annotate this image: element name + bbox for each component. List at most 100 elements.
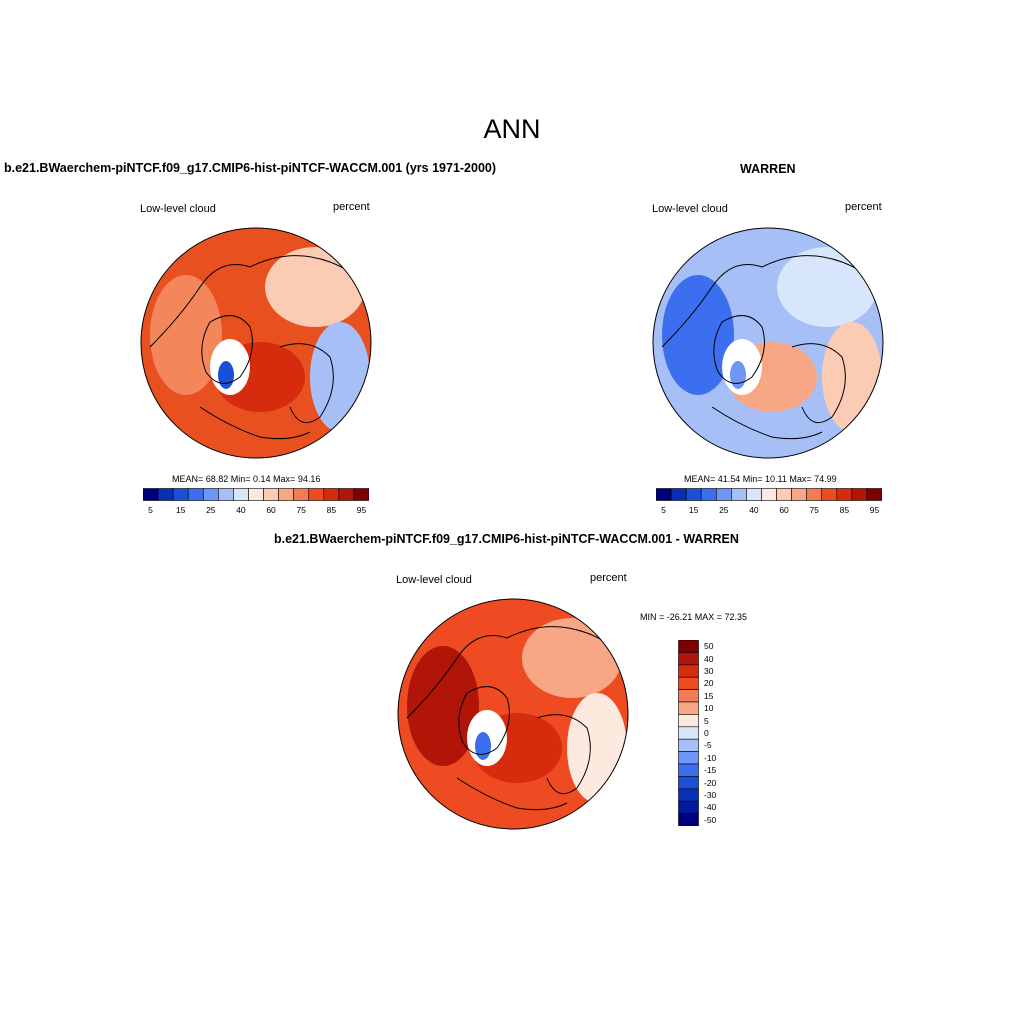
colorbar-diff-label: 30 bbox=[704, 666, 714, 676]
colorbar-model-swatch bbox=[187, 488, 204, 501]
colorbar-obs-swatch bbox=[731, 488, 747, 501]
colorbar-diff-label: 10 bbox=[704, 703, 714, 714]
polar-map-diff bbox=[397, 598, 629, 830]
colorbar-ticks-model: 5 15 25 40 60 75 85 95 bbox=[143, 505, 369, 517]
colorbar-diff-swatch bbox=[678, 788, 699, 802]
colorbar-obs-swatch bbox=[700, 488, 717, 501]
coastline bbox=[711, 406, 823, 440]
colorbar-diff-label: 0 bbox=[704, 728, 709, 738]
colorbar-diff-swatch bbox=[678, 676, 699, 690]
map-contour-region bbox=[150, 275, 222, 395]
colorbar-diff-label: -50 bbox=[704, 814, 717, 825]
colorbar-diff-label: 50 bbox=[704, 641, 714, 652]
colorbar-diff-label: 15 bbox=[704, 690, 714, 701]
stats-diff: MIN = -26.21 MAX = 72.35 bbox=[640, 612, 748, 622]
map-contour-region bbox=[218, 361, 234, 389]
polar-map-model bbox=[140, 227, 372, 459]
colorbar-ticks-obs: 5 15 25 40 60 75 85 95 bbox=[656, 505, 882, 517]
panel-title-obs: WARREN bbox=[740, 162, 796, 176]
colorbar-diff-swatch bbox=[678, 813, 699, 826]
colorbar-obs-tick-label: 95 bbox=[869, 505, 880, 515]
colorbar-diff-swatch bbox=[678, 800, 699, 814]
map-contour-region bbox=[265, 247, 365, 327]
coastline bbox=[456, 777, 568, 811]
coastline bbox=[791, 343, 846, 424]
colorbar-obs-swatch bbox=[656, 488, 672, 501]
colorbar-model-tick-label: 85 bbox=[326, 505, 337, 515]
colorbar-obs-swatch bbox=[821, 488, 838, 501]
colorbar-model-swatch bbox=[263, 488, 279, 501]
colorbar-model-tick-label: 40 bbox=[236, 505, 246, 515]
colorbar-obs-tick-label: 40 bbox=[749, 505, 759, 515]
colorbar-diff-label: -20 bbox=[704, 777, 717, 788]
map-contour-region bbox=[310, 322, 370, 432]
colorbar-diff-swatch bbox=[678, 751, 699, 765]
left-label-model: Low-level cloud bbox=[140, 203, 216, 215]
colorbar-obs-swatch bbox=[791, 488, 807, 501]
colorbar-obs-swatch bbox=[746, 488, 762, 501]
colorbar-model-tick-label: 75 bbox=[296, 505, 306, 515]
colorbar-diff-swatch bbox=[678, 664, 699, 678]
units-label-obs: percent bbox=[845, 201, 882, 213]
colorbar-obs-swatch bbox=[685, 488, 702, 501]
colorbar-model-swatch bbox=[202, 488, 219, 501]
colorbar-diff-swatch bbox=[678, 776, 699, 790]
colorbar-model-swatch bbox=[353, 488, 369, 501]
coastline bbox=[279, 343, 334, 424]
left-label-diff: Low-level cloud bbox=[396, 574, 472, 586]
map-contour-region bbox=[662, 275, 734, 395]
colorbar-obs-tick-label: 5 bbox=[661, 505, 666, 515]
units-label-diff: percent bbox=[590, 572, 627, 584]
colorbar-labels-diff: 50 40 30 20 15 10 5 0 -5 -10 -15 -20 -30 -40 -50 bbox=[704, 640, 734, 830]
colorbar-obs-swatch bbox=[670, 488, 687, 501]
colorbar-obs-tick-label: 25 bbox=[719, 505, 729, 515]
colorbar-model-swatch bbox=[338, 488, 355, 501]
colorbar-model-swatch bbox=[278, 488, 294, 501]
colorbar-obs-swatch bbox=[866, 488, 882, 501]
colorbar-obs-swatch bbox=[776, 488, 792, 501]
colorbar-obs-tick-label: 85 bbox=[839, 505, 850, 515]
colorbar-diff-label: -10 bbox=[704, 752, 717, 763]
colorbar-model-swatch bbox=[248, 488, 264, 501]
colorbar-model-swatch bbox=[172, 488, 189, 501]
colorbar-diff-swatch bbox=[678, 640, 699, 653]
coastline bbox=[713, 315, 765, 384]
map-border bbox=[652, 227, 884, 459]
colorbar-model bbox=[143, 488, 369, 501]
colorbar-obs-tick-label: 75 bbox=[809, 505, 819, 515]
colorbar-diff-swatch bbox=[678, 763, 699, 777]
colorbar-model-swatch bbox=[218, 488, 234, 501]
colorbar-obs-tick-label: 60 bbox=[779, 505, 789, 515]
colorbar-model-swatch bbox=[233, 488, 249, 501]
map-border bbox=[140, 227, 372, 459]
colorbar-model-swatch bbox=[308, 488, 325, 501]
colorbar-model-tick-label: 95 bbox=[356, 505, 367, 515]
map-contour-region bbox=[522, 618, 622, 698]
colorbar-model-swatch bbox=[143, 488, 159, 501]
colorbar-obs bbox=[656, 488, 882, 501]
colorbar-obs-swatch bbox=[715, 488, 732, 501]
colorbar-model-swatch bbox=[293, 488, 310, 501]
map-contour-region bbox=[407, 646, 479, 766]
colorbar-diff-label: 20 bbox=[704, 678, 714, 689]
colorbar-diff-label: -40 bbox=[704, 802, 717, 813]
stats-model: MEAN= 68.82 Min= 0.14 Max= 94.16 bbox=[172, 474, 321, 484]
colorbar-model-tick-label: 5 bbox=[148, 505, 153, 515]
colorbar-diff-label: -15 bbox=[704, 765, 717, 776]
map-border bbox=[397, 598, 629, 830]
map-contour-region bbox=[730, 361, 746, 389]
figure-title: ANN bbox=[483, 114, 541, 144]
colorbar-diff-swatch bbox=[678, 652, 699, 666]
colorbar-diff-swatch bbox=[678, 726, 699, 740]
panel-title-diff: b.e21.BWaerchem-piNTCF.f09_g17.CMIP6-his… bbox=[274, 532, 739, 546]
colorbar-model-swatch bbox=[157, 488, 174, 501]
units-label-model: percent bbox=[333, 201, 370, 213]
colorbar-diff-label: 40 bbox=[704, 653, 714, 664]
left-label-obs: Low-level cloud bbox=[652, 203, 728, 215]
colorbar-diff-swatch bbox=[678, 701, 699, 715]
colorbar-diff-label: 5 bbox=[704, 715, 709, 726]
colorbar-diff-label: -5 bbox=[704, 740, 712, 751]
map-contour-region bbox=[567, 693, 627, 803]
colorbar-diff bbox=[678, 640, 699, 826]
colorbar-obs-tick-label: 15 bbox=[688, 505, 699, 515]
